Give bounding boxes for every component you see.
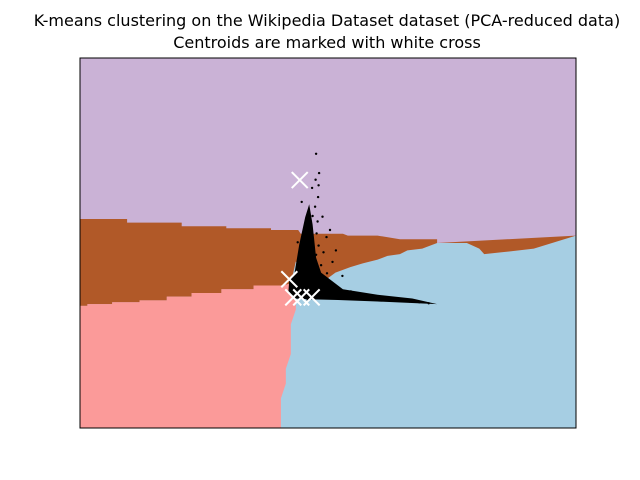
data-point bbox=[313, 205, 317, 208]
data-point bbox=[311, 214, 314, 218]
data-point bbox=[314, 152, 318, 155]
region-cluster-2 bbox=[80, 283, 296, 428]
data-point bbox=[334, 249, 338, 252]
centroid-cross bbox=[280, 270, 299, 288]
data-point bbox=[296, 241, 299, 244]
chart-title: K-means clustering on the Wikipedia Data… bbox=[33, 11, 621, 30]
data-point bbox=[316, 195, 320, 199]
data-point bbox=[317, 244, 320, 247]
data-point bbox=[319, 264, 323, 267]
data-point bbox=[317, 184, 320, 187]
data-point bbox=[322, 251, 325, 254]
data-point bbox=[321, 215, 324, 218]
data-point bbox=[325, 235, 328, 239]
centroid-cross bbox=[284, 288, 302, 307]
data-point bbox=[331, 260, 334, 264]
chart-subtitle: Centroids are marked with white cross bbox=[173, 33, 481, 52]
data-point bbox=[314, 178, 317, 181]
plot-frame bbox=[79, 57, 577, 429]
data-point bbox=[300, 200, 303, 204]
data-point bbox=[310, 186, 314, 190]
data-point bbox=[317, 171, 321, 175]
region-cluster-1 bbox=[80, 219, 576, 306]
centroid-cross bbox=[291, 171, 309, 189]
point-cloud-core bbox=[288, 204, 438, 305]
data-point bbox=[328, 228, 332, 232]
data-point bbox=[325, 272, 329, 275]
data-point bbox=[341, 274, 344, 278]
data-point bbox=[316, 220, 319, 223]
centroid-cross bbox=[302, 288, 321, 307]
region-cluster-3 bbox=[280, 235, 576, 428]
data-point bbox=[315, 232, 318, 235]
